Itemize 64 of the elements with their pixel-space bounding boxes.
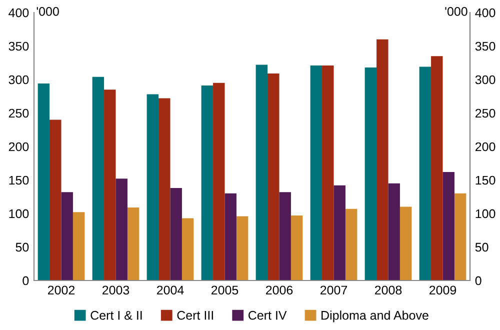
- y2-tick-label: 200: [475, 142, 496, 152]
- bar: [236, 216, 248, 280]
- bar: [268, 74, 280, 280]
- y2-tick-label: 100: [476, 209, 496, 218]
- bar: [345, 208, 358, 280]
- bar: [92, 76, 104, 280]
- bar: [454, 193, 466, 280]
- y2-tick-label: 150: [476, 176, 496, 185]
- bar: [310, 65, 322, 280]
- y2-tick-label: 400: [475, 8, 496, 18]
- bar: [127, 207, 140, 280]
- bar: [72, 212, 85, 280]
- bar: [116, 178, 128, 280]
- y-tick-label: 150: [9, 176, 29, 185]
- y-tick-label: 100: [9, 209, 29, 218]
- bar: [146, 94, 159, 280]
- bar: [442, 172, 454, 280]
- bar: [400, 206, 412, 280]
- x-tick-label: 2008: [374, 286, 402, 295]
- bar: [322, 65, 334, 280]
- bar: [376, 39, 388, 280]
- y-axis-title: '000: [36, 7, 59, 16]
- bar: [38, 84, 50, 280]
- y2-tick-label: 50: [475, 242, 488, 252]
- bar: [334, 185, 346, 280]
- bar: [201, 86, 214, 280]
- x-tick-label: 2009: [429, 286, 456, 295]
- bar: [256, 64, 268, 280]
- x-tick-label: 2003: [102, 286, 130, 295]
- bar: [182, 218, 194, 280]
- bar: [388, 183, 400, 280]
- bar: [364, 67, 377, 280]
- y-tick-label: 300: [8, 75, 29, 84]
- legend-label: Cert I & II: [90, 310, 142, 320]
- bar: [290, 216, 303, 280]
- bar: [279, 192, 291, 280]
- bar: [419, 66, 432, 280]
- y-tick-label: 250: [8, 108, 29, 118]
- y-tick-label: 350: [8, 42, 29, 51]
- bar: [50, 120, 62, 280]
- x-tick-label: 2005: [211, 286, 238, 295]
- x-tick-label: 2004: [156, 286, 184, 295]
- bar: [170, 188, 182, 280]
- bar: [431, 56, 443, 280]
- y2-tick-label: 300: [475, 75, 496, 84]
- bar: [158, 98, 170, 280]
- y-tick-label: 400: [8, 8, 29, 18]
- y-tick-label: 200: [8, 142, 29, 152]
- y-tick-label: 50: [16, 242, 29, 252]
- y-tick-label: 0: [22, 276, 29, 286]
- bar: [224, 193, 236, 280]
- bar: [61, 192, 73, 280]
- y2-tick-label: 0: [475, 276, 482, 286]
- x-tick-label: 2002: [48, 286, 75, 295]
- y2-tick-label: 250: [475, 108, 496, 118]
- legend-label: Cert III: [177, 310, 213, 320]
- x-tick-label: 2006: [266, 286, 293, 295]
- legend-label: Diploma and Above: [322, 310, 428, 322]
- x-tick-label: 2007: [320, 286, 348, 295]
- bar: [213, 82, 225, 280]
- y2-tick-label: 350: [475, 42, 496, 51]
- legend-label: Cert IV: [248, 310, 287, 320]
- y2-axis-title: '000: [445, 7, 468, 16]
- bar: [104, 90, 116, 280]
